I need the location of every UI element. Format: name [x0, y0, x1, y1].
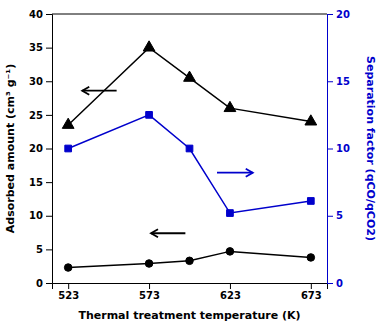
y-axis: 0 5 10 15 20 25 30 35 40: [29, 9, 52, 289]
y-tick-label: 5: [36, 244, 43, 255]
series-line: [68, 48, 311, 125]
y2-tick-label: 5: [336, 210, 343, 221]
y2-tick-line: [327, 149, 333, 150]
y-tick: 40: [29, 9, 52, 20]
y-tick-line: [46, 216, 52, 217]
series-point: [305, 115, 317, 125]
axis-arrow-shaft: [82, 90, 116, 92]
y-tick: 15: [29, 177, 52, 188]
y-tick-line: [46, 81, 52, 82]
y-tick-line: [46, 182, 52, 183]
y2-axis-line: [328, 15, 334, 284]
series-point: [186, 145, 193, 152]
y2-tick: 0: [327, 278, 343, 289]
x-tick-line: [230, 283, 231, 289]
x-tick-label: 573: [139, 290, 160, 301]
y-tick-line: [46, 14, 52, 15]
x-tick: 523: [58, 283, 79, 301]
x-tick-label: 623: [220, 290, 241, 301]
x-axis: 523 573 623 673: [53, 283, 328, 301]
y-tick-line: [46, 149, 52, 150]
series-point: [146, 112, 153, 119]
x-axis-line: [53, 284, 328, 290]
y-tick: 0: [36, 278, 52, 289]
axis-arrow-head: [246, 169, 253, 177]
series-point: [307, 198, 314, 205]
chart: 523 573 623 673 0 5 10 15 20 25 30 35 40 0 5 10 15 20 Ther…: [0, 0, 379, 327]
axis-arrow: [217, 169, 253, 177]
x-tick-label: 673: [301, 290, 322, 301]
axis-arrow: [151, 229, 185, 237]
y2-tick-label: 0: [336, 278, 343, 289]
series-point: [227, 210, 234, 217]
x-tick-line: [149, 283, 150, 289]
y-tick: 35: [29, 42, 52, 53]
series-point: [65, 145, 72, 152]
y2-tick: 5: [327, 210, 343, 221]
x-tick-label: 523: [58, 290, 79, 301]
series-point: [186, 257, 194, 265]
x-tick: 623: [220, 283, 241, 301]
y-tick-label: 35: [29, 42, 43, 53]
y2-tick-line: [327, 14, 333, 15]
y-tick: 10: [29, 210, 52, 221]
y-tick-line: [46, 115, 52, 116]
y-tick: 30: [29, 76, 52, 87]
y-tick-label: 40: [29, 9, 43, 20]
x-tick-line: [311, 283, 312, 289]
y-tick-line: [46, 249, 52, 250]
axis-arrow-shaft: [151, 232, 185, 234]
axis-arrow-shaft: [217, 172, 253, 174]
y2-tick: 15: [327, 76, 350, 87]
x-axis-title: Thermal treatment temperature (K): [78, 309, 300, 322]
y2-tick-line: [327, 216, 333, 217]
axis-arrow-head: [151, 229, 158, 237]
y-tick-label: 30: [29, 76, 43, 87]
series-line: [68, 115, 311, 213]
x-tick: 573: [139, 283, 160, 301]
y2-axis: 0 5 10 15 20: [327, 9, 350, 289]
y-tick-line: [46, 48, 52, 49]
y-tick-line: [46, 283, 52, 284]
y2-axis-title: Separation factor (qCO/qCO2): [364, 56, 377, 241]
series-point: [226, 248, 234, 256]
series-point: [143, 41, 155, 51]
y-tick-label: 25: [29, 110, 43, 121]
y-tick: 5: [36, 244, 52, 255]
series-point: [307, 254, 315, 262]
y-axis-line: [46, 15, 53, 284]
series-line: [68, 251, 311, 267]
y-tick-label: 20: [29, 143, 43, 154]
y2-tick-label: 10: [336, 143, 350, 154]
y2-tick-line: [327, 81, 333, 82]
axis-arrow-head: [82, 87, 89, 95]
series-point: [64, 264, 72, 272]
series-point: [145, 260, 153, 268]
y2-tick: 10: [327, 143, 350, 154]
y-tick-label: 15: [29, 177, 43, 188]
x-tick: 673: [301, 283, 322, 301]
y-axis-title: Adsorbed amount (cm³ g⁻¹): [4, 64, 17, 233]
series-point: [224, 101, 236, 111]
y2-tick: 20: [327, 9, 350, 20]
plot-frame: [52, 14, 327, 15]
y2-tick-line: [327, 283, 333, 284]
y-tick: 25: [29, 110, 52, 121]
y2-tick-label: 15: [336, 76, 350, 87]
plot-area: [62, 41, 316, 271]
series-point: [184, 71, 196, 81]
series-point: [62, 118, 74, 128]
y-tick-label: 10: [29, 210, 43, 221]
y2-tick-label: 20: [336, 9, 350, 20]
axis-arrow: [82, 87, 116, 95]
y-tick-label: 0: [36, 278, 43, 289]
y-tick: 20: [29, 143, 52, 154]
x-tick-line: [68, 283, 69, 289]
